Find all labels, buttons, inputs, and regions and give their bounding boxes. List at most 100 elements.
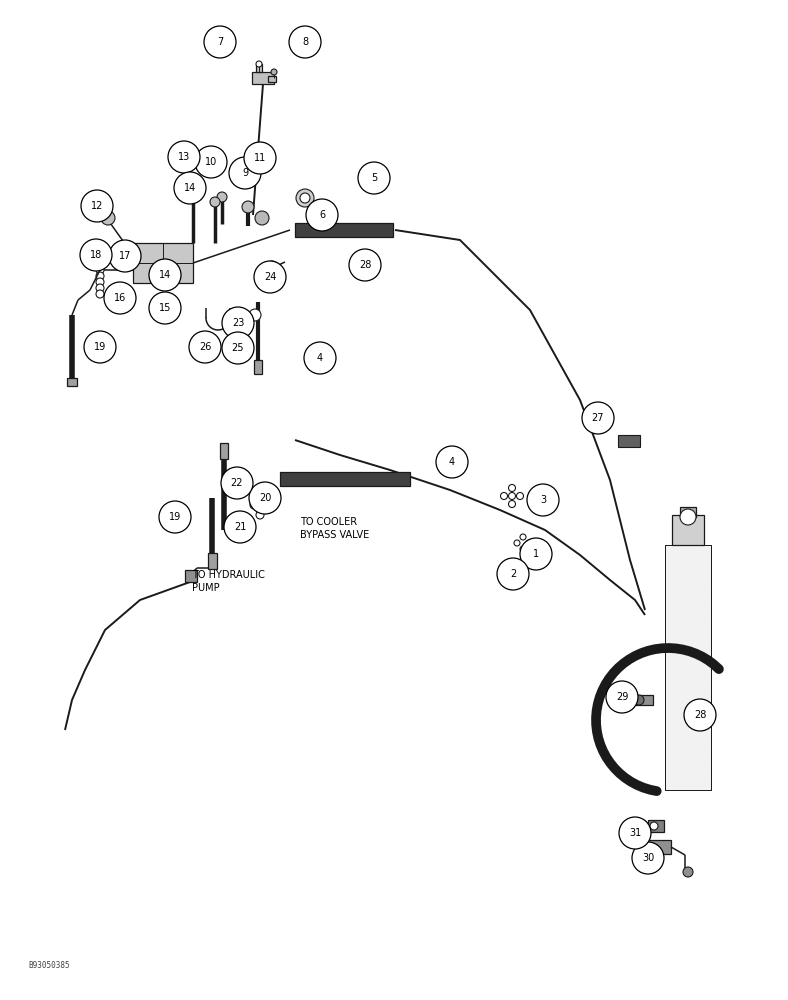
Circle shape bbox=[683, 867, 693, 877]
Text: 24: 24 bbox=[264, 272, 276, 282]
Circle shape bbox=[229, 157, 261, 189]
Circle shape bbox=[271, 69, 277, 75]
Text: 23: 23 bbox=[232, 318, 244, 328]
Text: 15: 15 bbox=[159, 303, 171, 313]
Text: 4: 4 bbox=[449, 457, 455, 467]
Circle shape bbox=[265, 261, 279, 275]
Circle shape bbox=[436, 446, 468, 478]
Text: 1: 1 bbox=[533, 549, 539, 559]
Circle shape bbox=[149, 259, 181, 291]
Text: 16: 16 bbox=[114, 293, 126, 303]
Circle shape bbox=[249, 482, 281, 514]
Circle shape bbox=[520, 546, 526, 552]
Circle shape bbox=[204, 26, 236, 58]
Circle shape bbox=[256, 511, 264, 519]
Circle shape bbox=[262, 501, 270, 509]
Circle shape bbox=[96, 284, 104, 292]
Text: 31: 31 bbox=[629, 828, 641, 838]
Circle shape bbox=[300, 193, 310, 203]
Circle shape bbox=[255, 211, 269, 225]
Circle shape bbox=[680, 509, 696, 525]
Circle shape bbox=[526, 540, 532, 546]
Text: 28: 28 bbox=[359, 260, 371, 270]
Circle shape bbox=[619, 817, 651, 849]
Text: 18: 18 bbox=[90, 250, 102, 260]
Circle shape bbox=[217, 192, 227, 202]
Circle shape bbox=[149, 292, 181, 324]
Bar bbox=[295, 223, 393, 237]
Text: 9: 9 bbox=[242, 168, 248, 178]
Text: 4: 4 bbox=[317, 353, 323, 363]
Text: 12: 12 bbox=[91, 201, 103, 211]
Circle shape bbox=[497, 558, 529, 590]
Circle shape bbox=[289, 26, 321, 58]
Text: 8: 8 bbox=[302, 37, 308, 47]
Circle shape bbox=[96, 290, 104, 298]
Circle shape bbox=[508, 492, 515, 499]
Text: 13: 13 bbox=[178, 152, 190, 162]
Circle shape bbox=[508, 500, 515, 508]
Circle shape bbox=[80, 239, 112, 271]
Text: 5: 5 bbox=[371, 173, 377, 183]
Circle shape bbox=[254, 261, 286, 293]
Bar bbox=[665, 545, 711, 790]
Circle shape bbox=[606, 681, 638, 713]
Text: 29: 29 bbox=[615, 692, 628, 702]
Circle shape bbox=[520, 534, 526, 540]
Text: 19: 19 bbox=[94, 342, 106, 352]
Text: 27: 27 bbox=[592, 413, 604, 423]
Circle shape bbox=[174, 172, 206, 204]
Circle shape bbox=[159, 501, 191, 533]
Circle shape bbox=[109, 240, 141, 272]
Circle shape bbox=[96, 266, 104, 274]
Circle shape bbox=[158, 273, 168, 283]
Bar bbox=[220, 443, 228, 459]
Bar bbox=[252, 72, 274, 84]
Bar bbox=[208, 553, 217, 569]
Bar bbox=[268, 76, 276, 82]
Text: B93050385: B93050385 bbox=[28, 961, 69, 970]
Circle shape bbox=[244, 142, 276, 174]
Circle shape bbox=[250, 501, 258, 509]
Text: TO COOLER
BYPASS VALVE: TO COOLER BYPASS VALVE bbox=[300, 517, 370, 540]
Circle shape bbox=[306, 199, 338, 231]
Circle shape bbox=[168, 141, 200, 173]
Text: 21: 21 bbox=[234, 522, 246, 532]
Bar bbox=[185, 570, 197, 582]
Circle shape bbox=[520, 538, 552, 570]
Bar bbox=[254, 360, 262, 374]
Circle shape bbox=[222, 332, 254, 364]
Circle shape bbox=[188, 192, 198, 202]
Circle shape bbox=[508, 485, 515, 491]
Bar bbox=[672, 515, 704, 545]
Circle shape bbox=[256, 491, 264, 499]
Bar bbox=[648, 820, 664, 832]
Circle shape bbox=[310, 219, 320, 229]
Circle shape bbox=[101, 211, 115, 225]
Bar bbox=[680, 507, 696, 517]
Circle shape bbox=[632, 842, 664, 874]
Circle shape bbox=[96, 272, 104, 280]
Circle shape bbox=[296, 189, 314, 207]
Text: 7: 7 bbox=[217, 37, 223, 47]
Circle shape bbox=[242, 201, 254, 213]
Circle shape bbox=[650, 822, 658, 830]
Bar bbox=[635, 695, 653, 705]
Circle shape bbox=[104, 282, 136, 314]
Text: 22: 22 bbox=[231, 478, 243, 488]
Text: 3: 3 bbox=[540, 495, 546, 505]
Circle shape bbox=[304, 342, 336, 374]
Bar bbox=[635, 840, 671, 854]
Text: 11: 11 bbox=[254, 153, 266, 163]
Text: 14: 14 bbox=[184, 183, 196, 193]
Bar bbox=[256, 64, 262, 72]
Circle shape bbox=[224, 511, 256, 543]
Circle shape bbox=[527, 484, 559, 516]
Text: 26: 26 bbox=[199, 342, 211, 352]
Bar bbox=[133, 243, 193, 283]
Bar bbox=[280, 472, 410, 486]
Text: 28: 28 bbox=[693, 710, 706, 720]
Text: 19: 19 bbox=[169, 512, 181, 522]
Circle shape bbox=[684, 699, 716, 731]
Circle shape bbox=[81, 190, 113, 222]
